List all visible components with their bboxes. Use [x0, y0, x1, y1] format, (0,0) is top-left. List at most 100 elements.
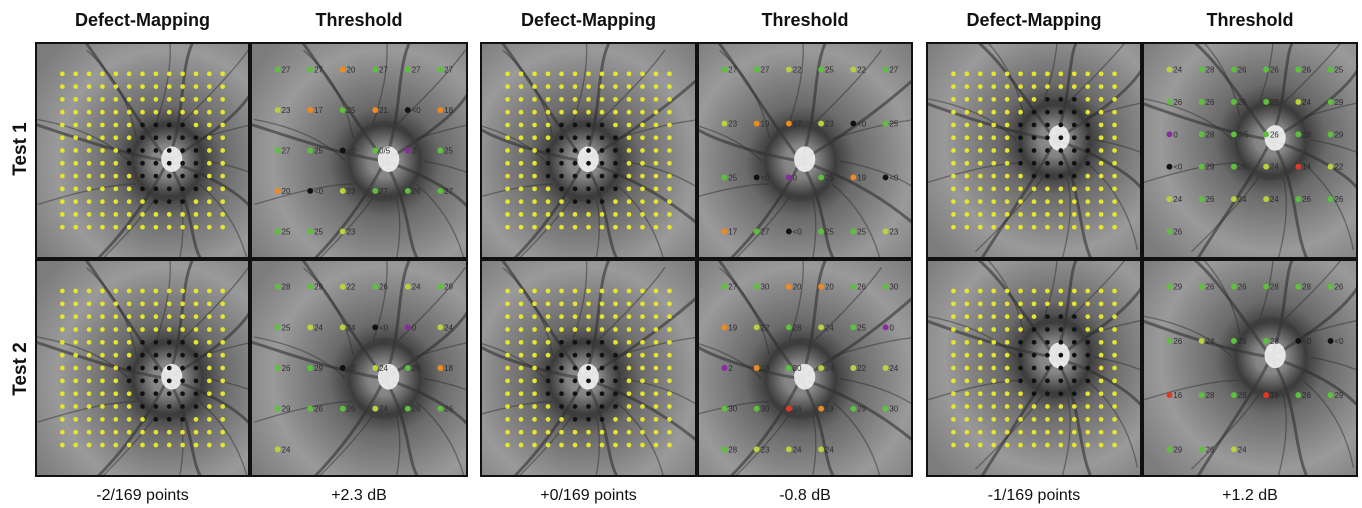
- defect-point: [126, 378, 132, 384]
- threshold-point: [307, 66, 314, 73]
- defect-point: [586, 391, 591, 397]
- normal-point: [1071, 212, 1077, 217]
- normal-point: [586, 327, 591, 332]
- threshold-point: [1198, 163, 1205, 170]
- threshold-point: [1198, 337, 1205, 344]
- threshold-value-label: <0: [1302, 337, 1312, 346]
- normal-point: [532, 109, 537, 115]
- defect-point: [1071, 135, 1077, 141]
- normal-point: [1018, 314, 1023, 319]
- defect-point: [1058, 378, 1064, 384]
- threshold-value-label: 22: [761, 323, 770, 332]
- normal-point: [1098, 109, 1104, 115]
- normal-point: [193, 288, 199, 294]
- normal-point: [599, 429, 605, 435]
- defect-point: [599, 199, 605, 204]
- normal-point: [599, 71, 605, 77]
- normal-point: [100, 199, 105, 204]
- defect-point: [599, 365, 605, 371]
- defect-point: [613, 365, 618, 371]
- threshold-point: [818, 324, 825, 331]
- normal-point: [532, 148, 537, 153]
- normal-point: [640, 365, 645, 371]
- threshold-value-label: 0/5: [1238, 130, 1250, 139]
- normal-point: [951, 378, 956, 384]
- threshold-value-label: 25: [857, 227, 866, 236]
- normal-point: [100, 71, 105, 77]
- defect-point: [613, 148, 618, 153]
- normal-point: [653, 135, 659, 141]
- normal-point: [977, 429, 983, 435]
- normal-point: [1098, 352, 1104, 358]
- normal-point: [991, 122, 997, 128]
- normal-point: [991, 186, 997, 192]
- normal-point: [532, 301, 537, 307]
- threshold-point: [1166, 392, 1173, 399]
- normal-point: [667, 301, 672, 307]
- defect-point: [1018, 160, 1023, 166]
- normal-point: [1098, 314, 1104, 319]
- threshold-value-label: 24: [793, 445, 802, 454]
- normal-point: [100, 442, 105, 448]
- threshold-value-label: 16: [1173, 391, 1182, 400]
- normal-point: [626, 378, 632, 384]
- normal-point: [667, 122, 672, 128]
- normal-point: [626, 288, 632, 294]
- defect-point: [1018, 135, 1023, 141]
- normal-point: [1098, 148, 1104, 153]
- threshold-value-label: 25: [825, 227, 834, 236]
- threshold-value-label: 19: [761, 119, 770, 128]
- threshold-value-label: 22: [1334, 163, 1343, 172]
- threshold-point: [785, 365, 792, 371]
- normal-point: [626, 186, 632, 192]
- threshold-point: [404, 324, 411, 331]
- threshold-point: [818, 66, 825, 73]
- normal-point: [599, 212, 605, 217]
- normal-point: [153, 109, 159, 115]
- threshold-point: [785, 283, 792, 290]
- normal-point: [59, 173, 65, 179]
- normal-point: [667, 199, 672, 204]
- normal-point: [545, 442, 551, 448]
- normal-point: [613, 429, 618, 435]
- normal-point: [1004, 442, 1010, 448]
- normal-point: [86, 404, 92, 409]
- normal-point: [626, 352, 632, 358]
- normal-point: [1031, 212, 1037, 217]
- defect-point: [180, 404, 185, 409]
- normal-point: [1004, 84, 1010, 89]
- normal-point: [140, 97, 145, 102]
- defect-point: [1045, 97, 1050, 102]
- threshold-point: [372, 188, 379, 194]
- normal-point: [572, 97, 578, 102]
- normal-point: [667, 84, 672, 89]
- threshold-point: [1166, 228, 1173, 235]
- normal-point: [1085, 442, 1091, 448]
- normal-point: [1112, 109, 1117, 115]
- defect-point: [153, 148, 159, 153]
- normal-point: [1045, 186, 1050, 192]
- normal-point: [518, 135, 524, 141]
- defect-point: [1071, 327, 1077, 332]
- defect-point: [1058, 352, 1064, 358]
- defect-point: [559, 122, 564, 128]
- threshold-point: [818, 174, 825, 181]
- threshold-value-label: 24: [347, 323, 356, 332]
- threshold-point: [882, 174, 889, 181]
- normal-point: [1004, 314, 1010, 319]
- normal-point: [653, 84, 659, 89]
- normal-point: [667, 327, 672, 332]
- normal-point: [220, 404, 226, 409]
- threshold-point: [307, 228, 314, 235]
- normal-point: [126, 288, 132, 294]
- defect-point: [1018, 365, 1023, 371]
- normal-point: [73, 417, 79, 422]
- normal-point: [532, 378, 537, 384]
- normal-point: [626, 122, 632, 128]
- normal-point: [559, 199, 564, 204]
- normal-point: [126, 199, 132, 204]
- normal-point: [220, 109, 226, 115]
- normal-point: [1112, 212, 1117, 217]
- normal-point: [1058, 301, 1064, 307]
- normal-point: [86, 71, 92, 77]
